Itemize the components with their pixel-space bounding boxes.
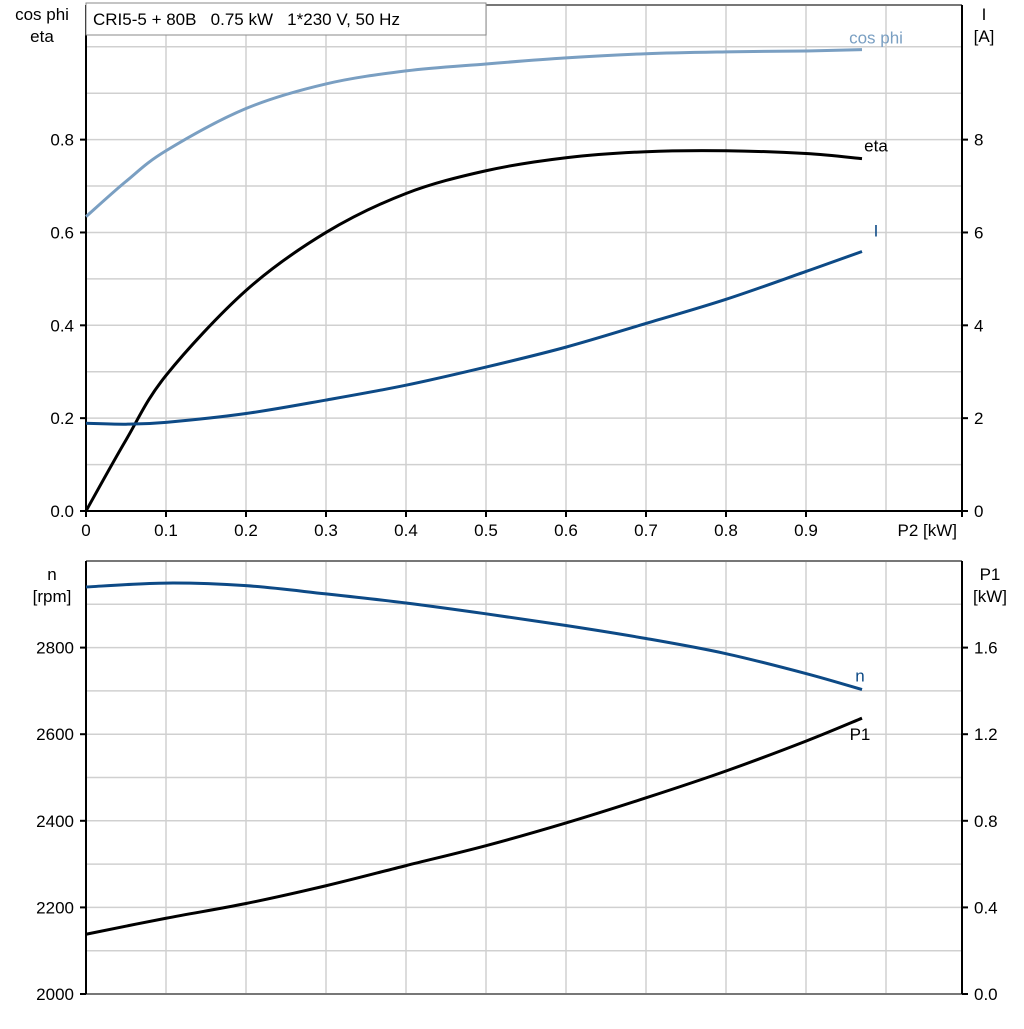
right-tick-label: 2 <box>974 409 983 428</box>
right-tick-label: 8 <box>974 131 983 150</box>
x-tick-label: 0.7 <box>634 521 658 540</box>
left-tick-label: 0.2 <box>50 409 74 428</box>
title-box <box>85 2 487 36</box>
x-axis-label: P2 [kW] <box>897 521 957 540</box>
right-tick-label: 1.6 <box>974 639 998 658</box>
x-tick-label: 0 <box>81 521 90 540</box>
left-tick-label: 2000 <box>36 985 74 1004</box>
left-tick-label: 0.0 <box>50 502 74 521</box>
left-tick-label: 2600 <box>36 725 74 744</box>
left-axis-label: eta <box>30 27 54 46</box>
series-label-cos-phi: cos phi <box>849 29 903 48</box>
x-tick-label: 0.3 <box>314 521 338 540</box>
x-tick-label: 0.2 <box>234 521 258 540</box>
left-tick-label: 2200 <box>36 898 74 917</box>
right-axis-label: I <box>982 5 987 24</box>
x-tick-label: 0.4 <box>394 521 418 540</box>
series-label-n: n <box>855 667 864 686</box>
chart-title: CRI5-5 + 80B 0.75 kW 1*230 V, 50 Hz <box>93 10 400 29</box>
right-tick-label: 6 <box>974 223 983 242</box>
left-tick-label: 0.8 <box>50 131 74 150</box>
series-line-eta <box>84 149 863 512</box>
x-tick-label: 0.5 <box>474 521 498 540</box>
x-tick-label: 0.1 <box>154 521 178 540</box>
bottom-panel: 2000 2200 2400 2600 2800 0.0 0.4 0.8 1.2 1.6 n [rpm… <box>33 560 1007 1004</box>
right-tick-label: 0.4 <box>974 898 998 917</box>
series-label-p1: P1 <box>850 725 871 744</box>
right-tick-label: 0.0 <box>974 985 998 1004</box>
left-tick-label: 2800 <box>36 639 74 658</box>
series-line-cos-phi <box>85 48 863 218</box>
right-tick-label: 4 <box>974 316 983 335</box>
right-axis-label: [A] <box>974 27 995 46</box>
x-tick-label: 0.8 <box>714 521 738 540</box>
right-axis-label: P1 <box>980 565 1001 584</box>
right-axis-label: [kW] <box>973 587 1007 606</box>
series-line-p1 <box>85 716 863 936</box>
left-tick-label: 0.4 <box>50 316 74 335</box>
x-tick-label: 0.6 <box>554 521 578 540</box>
series-label-i: I <box>874 222 879 241</box>
right-tick-label: 0 <box>974 502 983 521</box>
series-label-eta: eta <box>864 137 888 156</box>
right-tick-label: 0.8 <box>974 812 998 831</box>
top-panel: 0.0 0.2 0.4 0.6 0.8 0 2 4 6 8 cos phi eta I [A] 0 0.1 0.… <box>15 4 995 540</box>
left-axis-label: [rpm] <box>33 587 72 606</box>
left-tick-label: 2400 <box>36 812 74 831</box>
series-line-n <box>85 581 863 692</box>
left-axis-label: n <box>47 565 56 584</box>
right-tick-label: 1.2 <box>974 725 998 744</box>
left-axis-label: cos phi <box>15 5 69 24</box>
left-tick-label: 0.6 <box>50 223 74 242</box>
x-tick-label: 0.9 <box>794 521 818 540</box>
series-line-i <box>85 250 863 426</box>
